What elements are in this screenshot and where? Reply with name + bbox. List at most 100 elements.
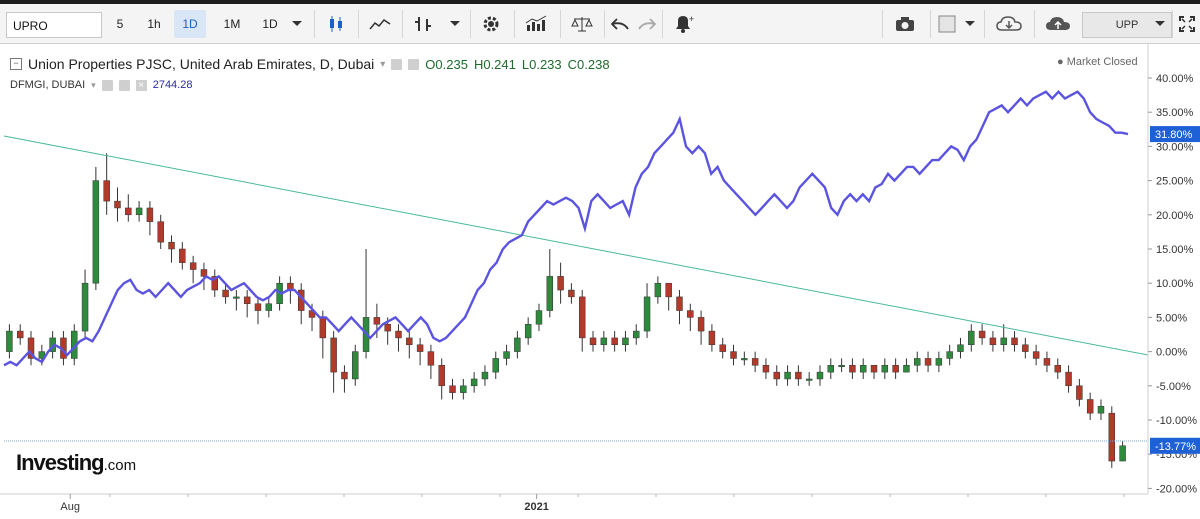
candle-body (103, 180, 110, 202)
candle-body (546, 276, 554, 311)
candle-body (1054, 365, 1061, 373)
alert-icon[interactable]: + (662, 10, 702, 38)
candle-body (1032, 351, 1040, 359)
candle-body (849, 365, 856, 373)
candle-body (503, 351, 510, 359)
interval-dropdown[interactable]: 1D (254, 10, 286, 38)
candle-body (189, 262, 197, 270)
compare-last-value-label: 31.80% (1155, 129, 1193, 141)
candle-body (751, 358, 759, 366)
bar-type-dropdown-icon[interactable] (444, 10, 466, 38)
symbol-input[interactable]: UPRO (6, 12, 102, 38)
candles-icon[interactable] (314, 10, 356, 38)
camera-icon[interactable] (882, 10, 926, 38)
cloud-download-icon[interactable] (984, 10, 1032, 38)
candle-body (665, 282, 672, 298)
chart-area[interactable]: 40.00% 35.00% 30.00% 25.00% 20.00% 15.00% 10.0… (0, 44, 1200, 514)
balance-icon[interactable] (560, 10, 602, 38)
candle-body (16, 330, 24, 339)
candle-body (265, 303, 273, 311)
candle-body (1108, 412, 1116, 462)
candle-body (611, 337, 618, 346)
candle-body (568, 289, 575, 298)
chevron-down-icon[interactable] (288, 10, 306, 38)
x-tick-label: 2021 (524, 501, 548, 513)
market-status-text: Market Closed (1066, 56, 1138, 68)
color-box-icon[interactable] (930, 10, 962, 38)
price-chart[interactable]: 40.00% 35.00% 30.00% 25.00% 20.00% 15.00% 10.0… (0, 44, 1200, 514)
compare-close-icon[interactable]: × (135, 79, 147, 91)
compare-format-icon[interactable] (118, 79, 130, 91)
compare-settings-icon[interactable] (101, 79, 113, 91)
candle-body (330, 337, 337, 373)
candle-body (535, 310, 543, 325)
candle-body (1043, 358, 1051, 366)
main-last-value-label: -13.77% (1155, 441, 1196, 453)
candle-body (589, 337, 597, 346)
y-tick-label: 5.00% (1156, 312, 1187, 324)
candle-body (935, 358, 943, 366)
y-tick-label: 25.00% (1156, 176, 1194, 188)
y-tick-label: 35.00% (1156, 107, 1194, 119)
undo-icon[interactable] (604, 10, 634, 38)
candle-body (1022, 344, 1029, 352)
main-last-value-label-bg (1150, 437, 1200, 454)
legend-settings-icon[interactable] (391, 58, 403, 70)
candle-body (784, 371, 791, 380)
upp-button[interactable]: UPP (1082, 12, 1172, 38)
cloud-upload-icon[interactable] (1034, 10, 1080, 38)
fullscreen-icon[interactable] (1172, 10, 1200, 38)
candle-body (1119, 445, 1126, 462)
candle-body (92, 180, 100, 284)
compare-dropdown-icon[interactable]: ▾ (91, 79, 96, 90)
candle-body (1011, 337, 1018, 346)
candle-body (719, 344, 726, 352)
candle-body (222, 289, 229, 298)
candle-body (406, 337, 413, 346)
candle-body (978, 330, 986, 339)
candle-body (643, 296, 651, 332)
candle-body (416, 344, 424, 352)
legend-dropdown-icon[interactable]: ▾ (380, 58, 386, 70)
upp-label: UPP (1115, 19, 1139, 31)
interval-5[interactable]: 5 (108, 10, 132, 38)
candle-body (352, 351, 359, 380)
trendline[interactable] (3, 135, 1149, 356)
upp-dropdown-icon[interactable] (1150, 10, 1170, 38)
candle-body (600, 337, 608, 346)
candle-body (633, 330, 640, 339)
candle-body (1065, 371, 1072, 387)
main-symbol-title: Union Properties PJSC, United Arab Emira… (28, 56, 375, 72)
interval-1m[interactable]: 1M (216, 10, 248, 38)
open-value: O0.235 (425, 56, 468, 72)
candle-body (773, 371, 780, 380)
compare-last-value-label-bg (1150, 126, 1200, 143)
line-chart-icon[interactable] (358, 10, 400, 38)
color-dropdown-icon[interactable] (962, 10, 978, 38)
candle-body (914, 358, 921, 366)
redo-icon[interactable] (634, 10, 660, 38)
bar-type-icon[interactable] (402, 10, 442, 38)
interval-1h[interactable]: 1h (140, 10, 168, 38)
gear-icon[interactable] (470, 10, 510, 38)
candle-body (438, 365, 445, 387)
interval-1h-label: 1h (147, 17, 161, 31)
candle-body (81, 282, 89, 332)
candle-body (211, 276, 218, 291)
candle-body (741, 358, 748, 361)
legend-format-icon[interactable] (408, 58, 420, 70)
candle-body (708, 330, 716, 346)
candle-body (892, 365, 899, 373)
indicators-icon[interactable] (514, 10, 556, 38)
candle-body (827, 365, 835, 373)
candle-body (870, 365, 878, 373)
interval-1d[interactable]: 1D (174, 10, 206, 38)
candle-body (481, 371, 489, 380)
candle-body (27, 337, 35, 359)
y-tick-label: 10.00% (1156, 278, 1194, 290)
candle-body (578, 296, 586, 339)
collapse-legend-icon[interactable]: − (10, 58, 22, 70)
candle-body (957, 344, 964, 352)
interval-dropdown-label: 1D (262, 17, 278, 31)
interval-1d-label: 1D (182, 17, 198, 31)
